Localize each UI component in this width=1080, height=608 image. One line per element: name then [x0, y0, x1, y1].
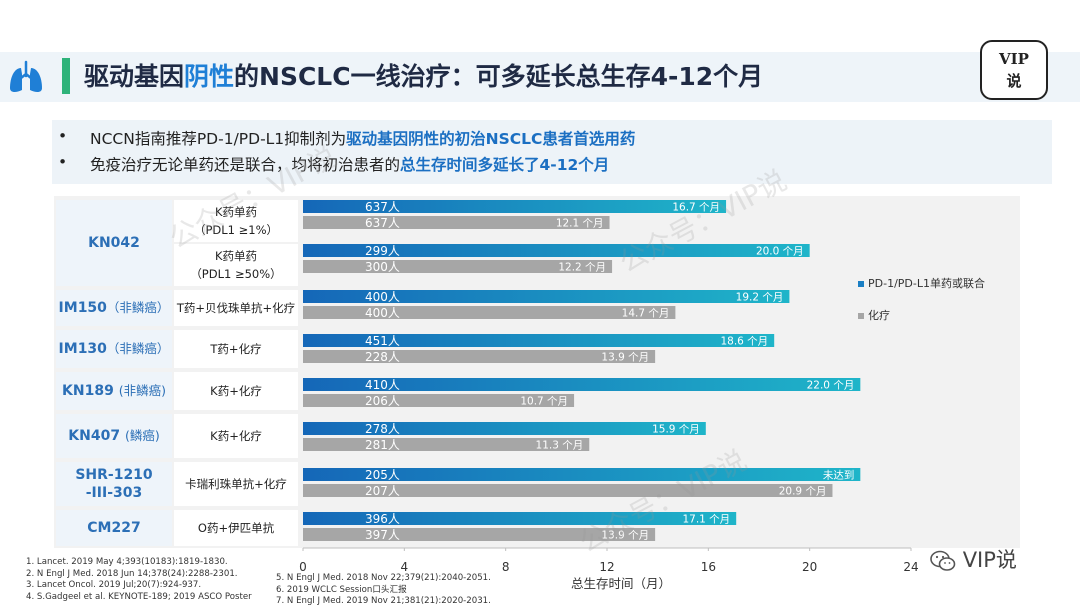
x-tick-label: 0 — [299, 560, 307, 574]
bar-value-label-chemo: 12.1 个月 — [556, 218, 604, 230]
bar-immuno — [303, 512, 737, 525]
x-tick-label: 8 — [502, 560, 510, 574]
bar-chemo — [303, 394, 575, 407]
bar-immuno — [303, 378, 861, 391]
x-tick-label: 4 — [401, 560, 409, 574]
trial-label-kn189: KN189 (非鳞癌) — [56, 372, 172, 410]
drug-cell: 卡瑞利珠单抗+化疗 — [174, 462, 298, 506]
bar-n-label-chemo: 228人 — [365, 350, 400, 364]
bar-n-label-immuno: 396人 — [365, 512, 400, 526]
x-axis-title: 总生存时间（月） — [571, 576, 671, 591]
bar-chemo — [303, 350, 656, 363]
lungs-icon — [10, 60, 42, 93]
vip-badge: VIP 说 — [980, 40, 1048, 100]
drug-cell: K药单药 （PDL1 ≥50%） — [174, 244, 298, 286]
bullet-box — [52, 120, 1052, 184]
bar-chemo — [303, 216, 610, 229]
trial-label-kn042: KN042 — [56, 200, 172, 286]
bar-immuno — [303, 422, 706, 435]
bar-n-label-chemo: 206人 — [365, 394, 400, 408]
x-tick-label: 24 — [903, 560, 918, 574]
bar-n-label-immuno: 299人 — [365, 244, 400, 258]
bar-immuno — [303, 334, 775, 347]
bullet-2-text: 免疫治疗无论单药还是联合，均将初治患者的 — [90, 156, 401, 174]
bullet-1-highlight: 驱动基因阴性的初治NSCLC患者首选用药 — [346, 130, 636, 148]
bar-value-label-immuno: 22.0 个月 — [807, 380, 855, 392]
bar-chemo — [303, 438, 590, 451]
vip-badge-line2: 说 — [1006, 72, 1022, 90]
drug-cell: O药+伊匹单抗 — [174, 510, 298, 546]
drug-cell: T药+化疗 — [174, 330, 298, 368]
bar-n-label-chemo: 637人 — [365, 216, 400, 230]
bar-n-label-immuno: 637人 — [365, 200, 400, 214]
header-band — [0, 52, 1080, 102]
bar-value-label-chemo: 11.3 个月 — [536, 440, 584, 452]
bar-n-label-chemo: 397人 — [365, 528, 400, 542]
bar-value-label-immuno: 19.2 个月 — [736, 292, 784, 304]
bar-immuno — [303, 290, 790, 303]
bar-value-label-immuno: 未达到 — [823, 470, 855, 482]
wechat-icon — [930, 550, 956, 571]
bar-immuno — [303, 200, 727, 213]
vip-badge-line1: VIP — [999, 50, 1029, 68]
drug-cell: K药+化疗 — [174, 414, 298, 458]
bar-n-label-immuno: 400人 — [365, 290, 400, 304]
trial-label-im130: IM130（非鳞癌） — [56, 330, 172, 368]
drug-cell: K药单药 （PDL1 ≥1%） — [174, 200, 298, 242]
bullet-2-highlight: 总生存时间多延长了4-12个月 — [400, 156, 610, 174]
legend-swatch-chemo — [858, 313, 864, 319]
legend-chemo: 化疗 — [858, 307, 890, 323]
bar-chemo — [303, 260, 613, 273]
bar-value-label-chemo: 12.2 个月 — [558, 262, 606, 274]
wechat-label: VIP说 — [962, 548, 1017, 572]
bar-chemo — [303, 484, 833, 497]
page-title: 驱动基因阴性的NSCLC一线治疗：可多延长总生存4-12个月 — [84, 62, 764, 91]
trial-label-shr1210: SHR-1210 -III-303 — [56, 462, 172, 506]
bullet-1-text: NCCN指南推荐PD-1/PD-L1抑制剂为 — [90, 130, 347, 148]
bar-chemo — [303, 528, 656, 541]
header-accent-bar — [62, 58, 70, 94]
bar-value-label-chemo: 13.9 个月 — [601, 352, 649, 364]
bar-n-label-chemo: 207人 — [365, 484, 400, 498]
drug-cell: T药+贝伐珠单抗+化疗 — [174, 290, 298, 326]
trial-label-kn407: KN407 (鳞癌) — [56, 414, 172, 458]
bar-value-label-immuno: 15.9 个月 — [652, 424, 700, 436]
bar-n-label-chemo: 300人 — [365, 260, 400, 274]
wechat-mark: VIP说 — [930, 544, 1017, 574]
bar-value-label-immuno: 20.0 个月 — [756, 246, 804, 258]
bar-n-label-immuno: 205人 — [365, 468, 400, 482]
trial-label-cm227: CM227 — [56, 510, 172, 546]
x-tick-label: 20 — [802, 560, 817, 574]
bullet-dot: • — [58, 127, 68, 145]
references-left: 1. Lancet. 2019 May 4;393(10183):1819-18… — [26, 557, 252, 602]
legend-immuno: PD-1/PD-L1单药或联合 — [858, 275, 985, 291]
references-right: 5. N Engl J Med. 2018 Nov 22;379(21):204… — [276, 573, 491, 606]
bar-n-label-chemo: 281人 — [365, 438, 400, 452]
bar-value-label-immuno: 17.1 个月 — [682, 514, 730, 526]
bar-value-label-chemo: 20.9 个月 — [779, 486, 827, 498]
bar-n-label-chemo: 400人 — [365, 306, 400, 320]
bullet-dot: • — [58, 153, 68, 171]
bar-value-label-immuno: 18.6 个月 — [720, 336, 768, 348]
bar-value-label-chemo: 14.7 个月 — [622, 308, 670, 320]
title-highlight: 阴性 — [184, 62, 235, 91]
bar-value-label-immuno: 16.7 个月 — [672, 202, 720, 214]
bar-n-label-immuno: 451人 — [365, 334, 400, 348]
bar-chemo — [303, 306, 676, 319]
trial-label-im150: IM150（非鳞癌） — [56, 290, 172, 326]
bar-value-label-chemo: 10.7 个月 — [520, 396, 568, 408]
bar-value-label-chemo: 13.9 个月 — [601, 530, 649, 542]
legend-swatch-immuno — [858, 281, 864, 287]
drug-cell: K药+化疗 — [174, 372, 298, 410]
bar-immuno — [303, 468, 861, 481]
x-tick-label: 16 — [701, 560, 716, 574]
bar-n-label-immuno: 278人 — [365, 422, 400, 436]
x-tick-label: 12 — [599, 560, 614, 574]
bar-n-label-immuno: 410人 — [365, 378, 400, 392]
bar-immuno — [303, 244, 810, 257]
